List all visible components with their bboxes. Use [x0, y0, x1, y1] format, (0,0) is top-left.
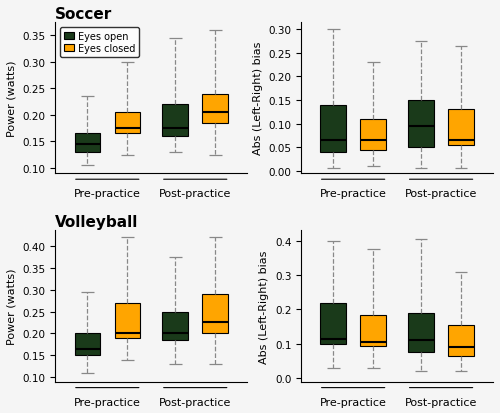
Text: Post-practice: Post-practice — [405, 397, 477, 407]
Y-axis label: Abs (Left-Right) bias: Abs (Left-Right) bias — [260, 250, 270, 363]
Y-axis label: Power (watts): Power (watts) — [7, 60, 17, 137]
PathPatch shape — [360, 315, 386, 346]
Legend: Eyes open, Eyes closed: Eyes open, Eyes closed — [60, 28, 139, 57]
Text: Post-practice: Post-practice — [405, 189, 477, 199]
PathPatch shape — [114, 113, 140, 134]
PathPatch shape — [448, 110, 474, 145]
Text: Post-practice: Post-practice — [159, 189, 232, 199]
Text: Soccer: Soccer — [56, 7, 112, 22]
PathPatch shape — [320, 303, 346, 344]
PathPatch shape — [448, 325, 474, 356]
Text: Pre-practice: Pre-practice — [74, 189, 141, 199]
Text: Pre-practice: Pre-practice — [320, 397, 386, 407]
Text: Volleyball: Volleyball — [56, 215, 138, 230]
PathPatch shape — [74, 134, 100, 153]
PathPatch shape — [320, 105, 346, 152]
PathPatch shape — [162, 312, 188, 340]
PathPatch shape — [408, 313, 434, 353]
PathPatch shape — [162, 105, 188, 137]
Y-axis label: Power (watts): Power (watts) — [7, 268, 17, 344]
PathPatch shape — [202, 294, 228, 334]
PathPatch shape — [114, 303, 140, 338]
Text: Pre-practice: Pre-practice — [74, 397, 141, 407]
Y-axis label: Abs (Left-Right) bias: Abs (Left-Right) bias — [253, 42, 263, 155]
PathPatch shape — [74, 334, 100, 356]
PathPatch shape — [360, 120, 386, 150]
PathPatch shape — [408, 101, 434, 148]
Text: Post-practice: Post-practice — [159, 397, 232, 407]
Text: Pre-practice: Pre-practice — [320, 189, 386, 199]
PathPatch shape — [202, 95, 228, 123]
